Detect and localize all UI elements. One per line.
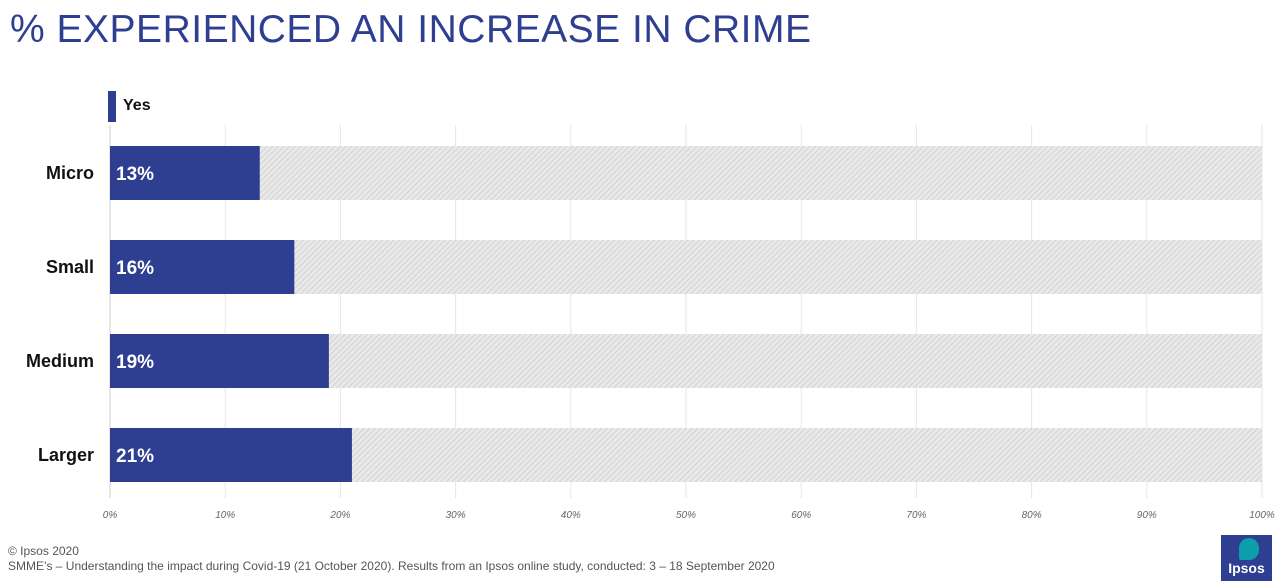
bars [110,146,1262,482]
x-tick-label: 90% [1137,510,1157,521]
x-tick-label: 20% [329,510,350,521]
bar-micro [110,146,260,200]
x-tick-label: 10% [215,510,235,521]
ipsos-logo: Ipsos [1221,535,1272,581]
labels: 0% 10% 20% 30% 40% 50% 60% 70% 80% 90% 100% 13% Micr… [26,163,1275,521]
category-label: Micro [46,163,94,183]
data-label: 21% [116,446,154,467]
x-tick-label: 0% [103,510,118,521]
x-tick-label: 60% [791,510,811,521]
chart-title: % EXPERIENCED AN INCREASE IN CRIME [10,8,812,51]
data-label: 13% [116,164,154,185]
category-label: Larger [38,445,94,465]
legend-swatch-yes [108,90,116,122]
category-label: Medium [26,351,94,371]
x-tick-label: 50% [676,510,696,521]
category-label: Small [46,257,94,277]
x-tick-label: 80% [1022,510,1042,521]
copyright-text: © Ipsos 2020 [8,544,79,558]
x-tick-label: 30% [446,510,466,521]
bar-small [110,240,295,294]
logo-text: Ipsos [1228,560,1265,576]
bar-remainder [110,146,1262,200]
bar-medium [110,334,329,388]
legend-label-yes: Yes [123,97,151,114]
footer: © Ipsos 2020 SMME’s – Understanding the … [8,544,775,574]
bar-remainder [110,240,1262,294]
x-tick-label: 70% [906,510,926,521]
x-tick-label: 40% [561,510,581,521]
source-text: SMME’s – Understanding the impact during… [8,559,775,573]
data-label: 19% [116,352,154,373]
data-label: 16% [116,258,154,279]
x-tick-label: 100% [1249,510,1275,521]
logo-mark-icon [1239,538,1259,560]
bar-larger [110,428,352,482]
legend: Yes [108,90,151,122]
